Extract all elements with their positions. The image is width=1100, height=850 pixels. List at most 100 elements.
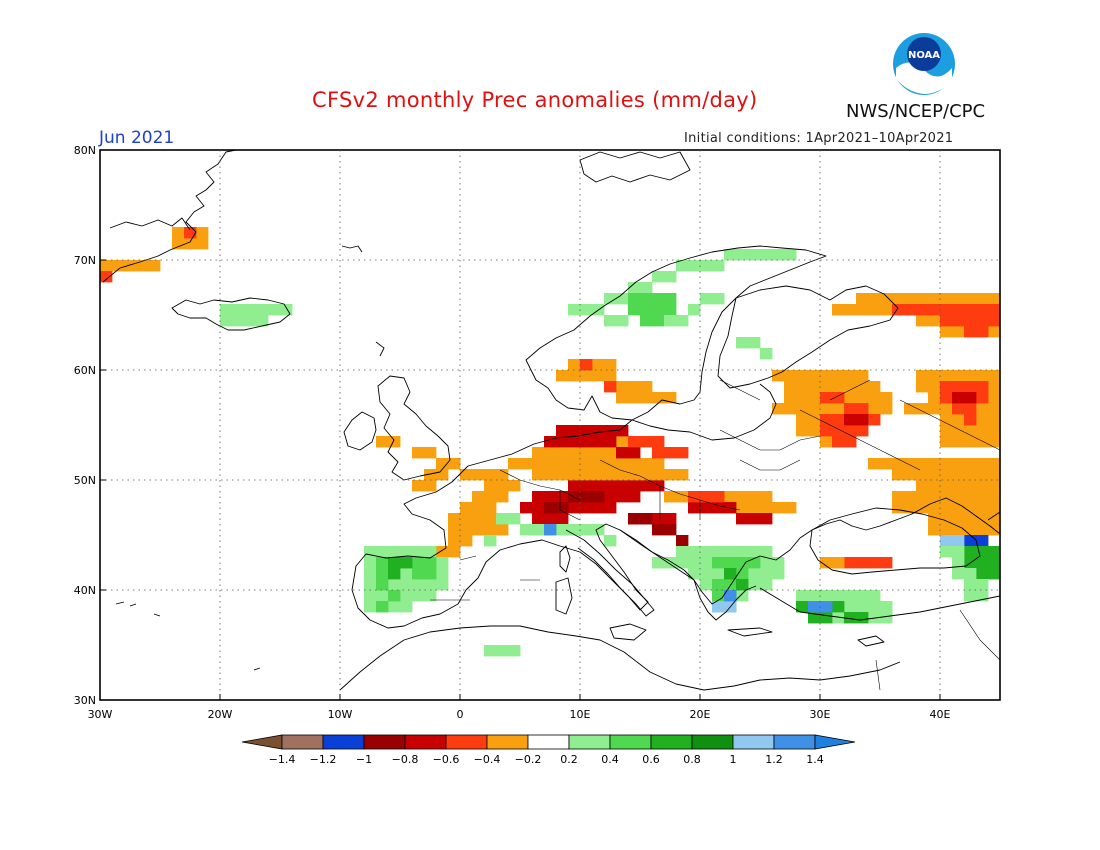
anomaly-cell — [916, 469, 929, 481]
anomaly-cell — [628, 513, 641, 525]
anomaly-cell — [664, 469, 677, 481]
anomaly-cell — [928, 480, 941, 492]
anomaly-cell — [760, 491, 773, 503]
anomaly-cell — [868, 381, 881, 393]
anomaly-cell — [676, 557, 689, 569]
anomaly-cell — [460, 469, 473, 481]
anomaly-cell — [952, 326, 965, 338]
anomaly-cell — [952, 513, 965, 525]
anomaly-cell — [424, 579, 437, 591]
anomaly-cell — [952, 436, 965, 448]
anomaly-cell — [460, 502, 473, 514]
anomaly-cell — [604, 359, 617, 371]
anomaly-cell — [592, 447, 605, 459]
lon-tick-label: 20E — [690, 708, 711, 721]
anomaly-cell — [892, 458, 905, 470]
anomaly-cell — [832, 304, 845, 316]
lon-tick-label: 10W — [328, 708, 353, 721]
anomaly-cell — [220, 315, 233, 327]
anomaly-cell — [700, 260, 713, 272]
anomaly-cell — [784, 392, 797, 404]
anomaly-cell — [976, 546, 989, 558]
anomaly-cell — [460, 535, 473, 547]
anomaly-cell — [868, 601, 881, 613]
anomaly-cell — [928, 502, 941, 514]
anomaly-cell — [580, 458, 593, 470]
anomaly-cell — [976, 535, 989, 547]
anomaly-cell — [712, 546, 725, 558]
anomaly-cell — [460, 513, 473, 525]
anomaly-cell — [688, 557, 701, 569]
anomaly-cell — [964, 524, 977, 536]
anomaly-cell — [568, 436, 581, 448]
anomaly-cell — [964, 304, 977, 316]
anomaly-cell — [388, 568, 401, 580]
anomaly-cell — [832, 425, 845, 437]
anomaly-cell — [748, 557, 761, 569]
anomaly-cell — [856, 293, 869, 305]
anomaly-cell — [928, 491, 941, 503]
anomaly-cell — [952, 568, 965, 580]
anomaly-cell — [940, 293, 953, 305]
anomaly-patch-sweden-orange — [616, 392, 677, 404]
anomaly-cell — [652, 436, 665, 448]
anomaly-cell — [820, 601, 833, 613]
anomaly-cell — [448, 546, 461, 558]
anomaly-cell — [628, 392, 641, 404]
anomaly-cell — [688, 546, 701, 558]
anomaly-cell — [568, 359, 581, 371]
anomaly-cell — [544, 458, 557, 470]
anomaly-cell — [820, 557, 833, 569]
anomaly-cell — [616, 458, 629, 470]
anomaly-cell — [940, 491, 953, 503]
anomaly-cell — [964, 414, 977, 426]
anomaly-cell — [472, 513, 485, 525]
anomaly-cell — [832, 392, 845, 404]
anomaly-cell — [544, 447, 557, 459]
anomaly-cell — [976, 315, 989, 327]
anomaly-patch-iberia-dark — [388, 557, 413, 580]
anomaly-cell — [568, 502, 581, 514]
anomaly-cell — [592, 359, 605, 371]
anomaly-cell — [700, 557, 713, 569]
anomaly-cell — [988, 491, 1001, 503]
anomaly-cell — [580, 469, 593, 481]
anomaly-cell — [580, 359, 593, 371]
anomaly-cell — [592, 425, 605, 437]
anomaly-cell — [844, 436, 857, 448]
anomaly-cell — [796, 370, 809, 382]
anomaly-cell — [376, 436, 389, 448]
anomaly-cell — [784, 370, 797, 382]
anomaly-cell — [964, 513, 977, 525]
anomaly-cell — [604, 458, 617, 470]
anomaly-cell — [748, 579, 761, 591]
anomaly-cell — [664, 271, 677, 283]
anomaly-cell — [712, 502, 725, 514]
anomaly-cell — [484, 645, 497, 657]
anomaly-cell — [940, 502, 953, 514]
anomaly-cell — [808, 414, 821, 426]
initial-conditions-label: Initial conditions: 1Apr2021–10Apr2021 — [684, 131, 954, 146]
anomaly-cell — [544, 436, 557, 448]
anomaly-cell — [940, 513, 953, 525]
anomaly-cell — [988, 315, 1001, 327]
anomaly-cell — [652, 513, 665, 525]
anomaly-cell — [844, 612, 857, 624]
anomaly-cell — [580, 425, 593, 437]
anomaly-cell — [640, 282, 653, 294]
anomaly-cell — [988, 304, 1001, 316]
anomaly-cell — [628, 436, 641, 448]
anomaly-cell — [952, 293, 965, 305]
anomaly-cell — [364, 601, 377, 613]
anomaly-cell — [364, 590, 377, 602]
anomaly-cell — [592, 436, 605, 448]
anomaly-cell — [808, 392, 821, 404]
border-lines — [430, 379, 1001, 691]
anomaly-cell — [724, 557, 737, 569]
anomaly-cell — [964, 381, 977, 393]
anomaly-cell — [808, 381, 821, 393]
anomaly-cell — [772, 557, 785, 569]
anomaly-cell — [604, 381, 617, 393]
anomaly-cell — [568, 524, 581, 536]
